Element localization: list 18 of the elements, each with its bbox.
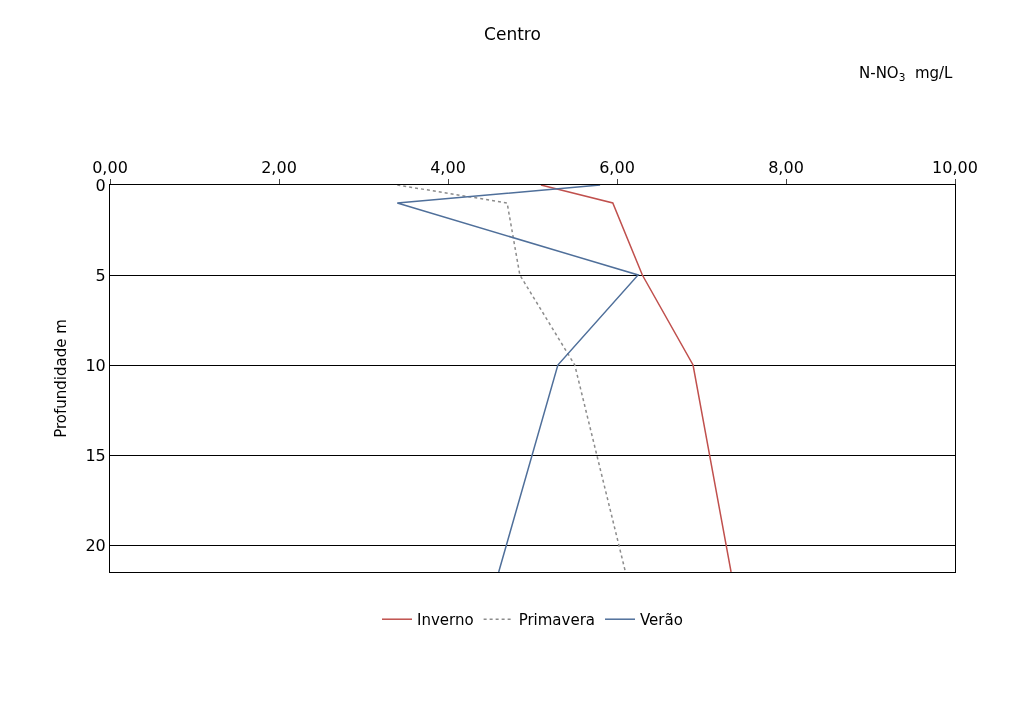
x-tick-label: 8,00 xyxy=(768,157,804,177)
y-tick-label: 10 xyxy=(85,355,106,375)
x-tick-label: 0,00 xyxy=(92,157,128,177)
x-tick-label: 6,00 xyxy=(599,157,635,177)
legend-label: Primavera xyxy=(518,611,596,630)
x-axis-title: N-NO$_{3}$ mg/L xyxy=(859,64,954,84)
y-axis-title: Profundidade m xyxy=(51,319,70,438)
y-tick-label: 5 xyxy=(95,265,106,285)
x-tick-label: 10,00 xyxy=(932,157,978,177)
line-series xyxy=(540,185,732,572)
y-tick-label: 0 xyxy=(95,175,106,195)
y-tick-label: 15 xyxy=(85,445,106,465)
y-tick-label: 20 xyxy=(85,535,106,555)
x-tick-label: 4,00 xyxy=(430,157,466,177)
chart-title: Centro xyxy=(484,24,541,45)
x-tick-label: 2,00 xyxy=(261,157,297,177)
legend-label: Verão xyxy=(640,611,683,630)
legend-label: Inverno xyxy=(417,611,474,630)
